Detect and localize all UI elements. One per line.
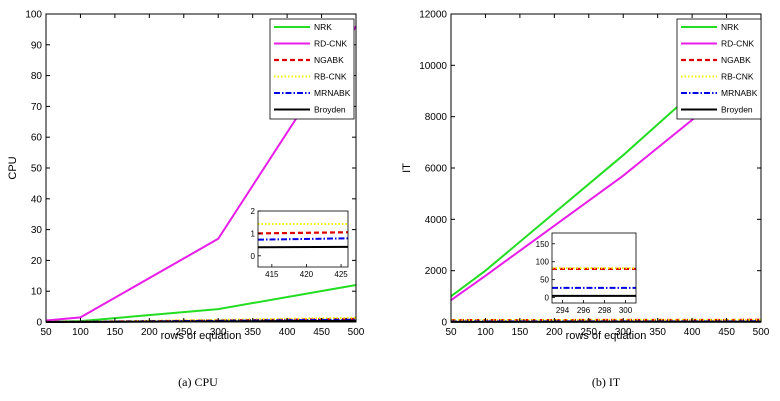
cpu-legend: NRK RD-CNK NGABK RB-CNK MRNABK Broyden xyxy=(269,18,355,120)
cpu-legend-box xyxy=(269,18,355,120)
it-inset-y-tick-label: 150 xyxy=(536,240,550,249)
cpu-x-tick-label: 500 xyxy=(348,327,365,338)
cpu-x-tick-label: 50 xyxy=(40,327,52,338)
cpu-legend-label-ngabk: NGABK xyxy=(314,55,344,65)
it-inset: 294 296 298 300 0 50 100 150 xyxy=(536,232,637,315)
cpu-inset-y-tick-label: 0 xyxy=(251,252,256,261)
cpu-legend-label-rd-cnk: RD-CNK xyxy=(314,39,347,49)
it-legend-label-rb-cnk: RB-CNK xyxy=(721,72,754,82)
it-caption: (b) IT xyxy=(592,375,621,389)
it-inset-y-tick-label: 100 xyxy=(536,258,550,267)
cpu-x-tick-label: 200 xyxy=(141,327,158,338)
it-inset-x-tick-label: 296 xyxy=(577,306,591,315)
it-y-tick-label: 0 xyxy=(441,318,447,329)
it-x-tick-label: 50 xyxy=(445,327,457,338)
it-legend-box xyxy=(676,18,762,120)
cpu-y-tick-label: 40 xyxy=(31,194,43,205)
it-legend-label-nrk: NRK xyxy=(721,22,739,32)
cpu-x-tick-label: 250 xyxy=(175,327,192,338)
cpu-x-tick-label: 350 xyxy=(244,327,261,338)
it-inset-x-tick-label: 298 xyxy=(598,306,612,315)
cpu-y-tick-label: 100 xyxy=(25,10,42,21)
cpu-y-tick-label: 0 xyxy=(36,318,42,329)
chart-it: 50 100 150 200 250 300 350 400 450 50002000400060… xyxy=(401,10,770,390)
it-x-tick-label: 350 xyxy=(649,327,666,338)
cpu-inset-series-mrnabk xyxy=(257,237,349,241)
cpu-y-tick-label: 10 xyxy=(31,287,43,298)
cpu-y-tick-label: 60 xyxy=(31,133,43,144)
it-x-tick-label: 450 xyxy=(718,327,735,338)
it-inset-y-tick-label: 0 xyxy=(545,294,550,303)
it-inset-x-tick-label: 300 xyxy=(619,306,633,315)
it-y-tick-label: 8000 xyxy=(425,112,448,123)
cpu-y-tick-label: 90 xyxy=(31,40,43,51)
it-legend-label-rd-cnk: RD-CNK xyxy=(721,39,754,49)
it-series-rd-cnk xyxy=(450,63,762,302)
it-x-tick-label: 500 xyxy=(753,327,770,338)
it-y-tick-label: 12000 xyxy=(419,10,447,21)
chart-cpu: 50 100 150 200 250 300 350 400 450 50001020304050… xyxy=(7,10,365,390)
it-y-tick-label: 4000 xyxy=(425,215,448,226)
cpu-inset-x-tick-label: 425 xyxy=(334,270,348,279)
cpu-caption: (a) CPU xyxy=(178,375,218,389)
cpu-series-rd-cnk xyxy=(45,25,357,322)
it-y-tick-label: 10000 xyxy=(419,61,447,72)
cpu-x-axis-label: rows of equation xyxy=(161,330,242,342)
cpu-x-tick-label: 400 xyxy=(279,327,296,338)
it-x-tick-label: 150 xyxy=(512,327,529,338)
it-legend-label-broyden: Broyden xyxy=(721,105,753,115)
it-y-tick-label: 2000 xyxy=(425,266,448,277)
cpu-legend-label-nrk: NRK xyxy=(314,22,332,32)
it-inset-x-tick-label: 294 xyxy=(556,306,570,315)
it-x-tick-label: 300 xyxy=(615,327,632,338)
cpu-legend-label-mrnabk: MRNABK xyxy=(314,88,351,98)
cpu-y-tick-label: 20 xyxy=(31,256,43,267)
cpu-inset-x-tick-label: 415 xyxy=(265,270,279,279)
it-inset-y-tick-label: 50 xyxy=(540,276,549,285)
cpu-x-tick-label: 150 xyxy=(107,327,124,338)
cpu-y-tick-label: 50 xyxy=(31,164,43,175)
it-x-axis-label: rows of equation xyxy=(566,330,647,342)
cpu-x-tick-label: 100 xyxy=(72,327,89,338)
it-x-tick-label: 400 xyxy=(684,327,701,338)
cpu-x-tick-label: 450 xyxy=(313,327,330,338)
it-legend: NRK RD-CNK NGABK RB-CNK MRNABK Broyden xyxy=(676,18,762,120)
cpu-inset-x-tick-label: 420 xyxy=(300,270,314,279)
it-legend-label-mrnabk: MRNABK xyxy=(721,88,758,98)
it-x-tick-label: 100 xyxy=(477,327,494,338)
cpu-y-tick-label: 80 xyxy=(31,71,43,82)
it-legend-label-ngabk: NGABK xyxy=(721,55,751,65)
it-inset-frame xyxy=(551,232,637,304)
it-y-tick-label: 6000 xyxy=(425,164,448,175)
cpu-x-tick-label: 300 xyxy=(210,327,227,338)
it-x-tick-label: 200 xyxy=(546,327,563,338)
cpu-legend-label-broyden: Broyden xyxy=(314,105,346,115)
cpu-y-tick-label: 70 xyxy=(31,102,43,113)
cpu-y-axis-label: CPU xyxy=(7,156,19,179)
it-x-tick-label: 250 xyxy=(580,327,597,338)
cpu-inset-series-ngabk xyxy=(257,231,349,235)
cpu-legend-label-rb-cnk: RB-CNK xyxy=(314,72,347,82)
cpu-inset-frame xyxy=(257,210,349,268)
cpu-y-tick-label: 30 xyxy=(31,225,43,236)
cpu-inset-y-tick-label: 1 xyxy=(251,229,256,238)
cpu-series-nrk xyxy=(45,284,357,323)
cpu-inset: 415 420 425 0 1 2 xyxy=(251,207,349,279)
cpu-inset-y-tick-label: 2 xyxy=(251,207,256,216)
it-y-axis-label: IT xyxy=(401,163,413,173)
